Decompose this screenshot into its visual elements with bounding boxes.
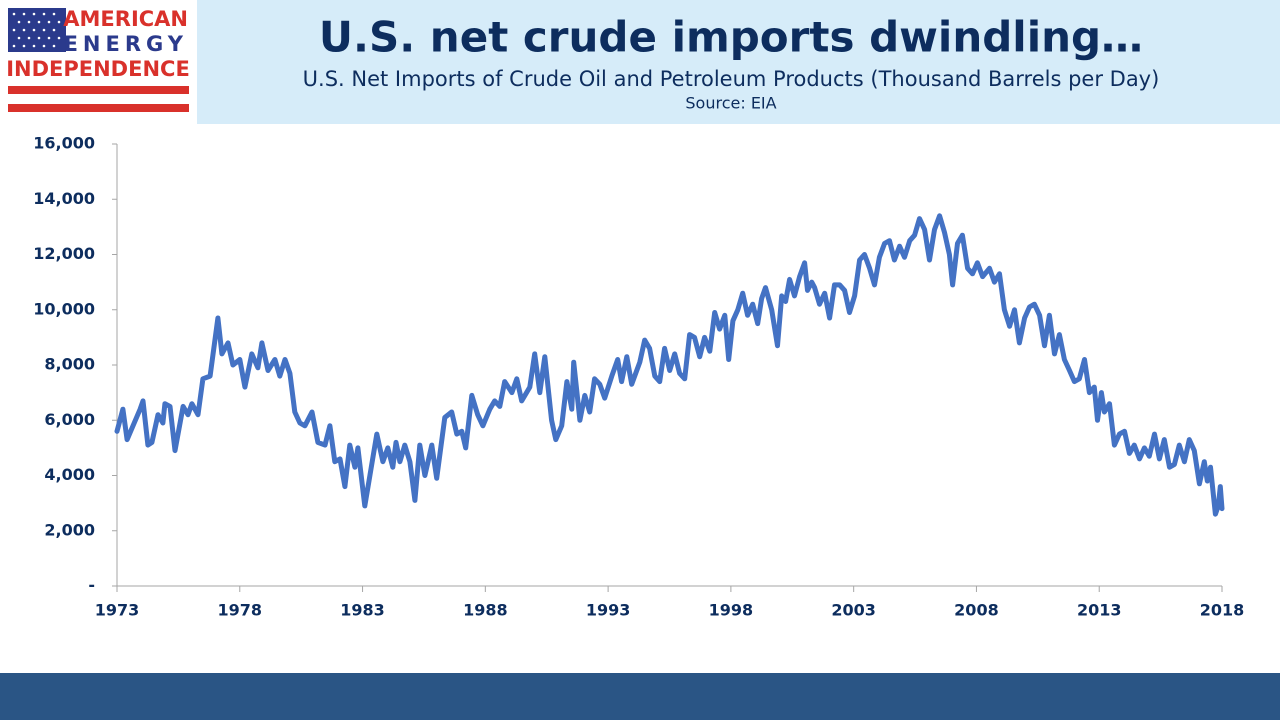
x-tick-label: 1978: [218, 601, 263, 620]
logo-text: ENERGY: [64, 32, 188, 56]
footer-band: [0, 673, 1280, 720]
y-tick-label: 10,000: [33, 299, 95, 318]
x-tick-label: 1983: [340, 601, 385, 620]
x-tick-label: 2013: [1077, 601, 1122, 620]
header-band: [197, 0, 1280, 124]
logo: AMERICAN ENERGY INDEPENDENCE: [6, 7, 190, 112]
logo-text: INDEPENDENCE: [6, 57, 190, 81]
chart-title: U.S. net crude imports dwindling…: [319, 13, 1143, 62]
data-line: [114, 213, 1225, 517]
x-tick-label: 2018: [1200, 601, 1245, 620]
logo-stripe: [8, 86, 189, 94]
x-tick-label: 1973: [95, 601, 140, 620]
y-tick-label: 16,000: [33, 134, 95, 153]
y-tick-label: -: [88, 576, 95, 595]
x-tick-label: 1998: [709, 601, 754, 620]
flag-stars: [12, 12, 61, 48]
logo-text: AMERICAN: [63, 7, 188, 31]
y-tick-label: 8,000: [44, 355, 95, 374]
y-tick-label: 4,000: [44, 465, 95, 484]
chart-source: Source: EIA: [685, 94, 776, 113]
x-tick-label: 1988: [463, 601, 508, 620]
x-tick-label: 1993: [586, 601, 631, 620]
y-tick-label: 14,000: [33, 189, 95, 208]
logo-stripe: [8, 104, 189, 112]
y-tick-label: 12,000: [33, 244, 95, 263]
x-tick-label: 2003: [831, 601, 876, 620]
y-tick-label: 6,000: [44, 410, 95, 429]
x-tick-label: 2008: [954, 601, 999, 620]
y-tick-label: 2,000: [44, 520, 95, 539]
chart-subtitle: U.S. Net Imports of Crude Oil and Petrol…: [303, 67, 1160, 91]
flag-canton: [8, 8, 66, 52]
